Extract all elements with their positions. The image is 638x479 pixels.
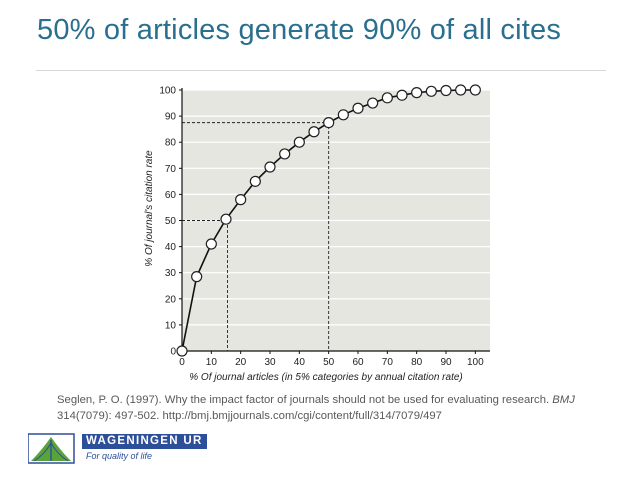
y-tick-label-70: 70: [165, 164, 177, 175]
y-axis-label: % Of journal's citation rate: [144, 150, 155, 267]
data-point-70: [381, 92, 393, 104]
citation-curve-chart: 0 10 20 30 40 50 60 70 80 90 100 0 10 20 30 40 50 60 70 80 9…: [144, 84, 490, 383]
y-tick-label-80: 80: [165, 138, 177, 149]
data-point-65: [367, 97, 379, 109]
x-tick-label-20: 20: [235, 357, 247, 368]
citation-journal: BMJ: [552, 394, 575, 406]
x-tick-label-0: 0: [179, 357, 185, 368]
x-tick-label-70: 70: [382, 357, 394, 368]
wageningen-logo: WAGENINGEN UR For quality of life: [28, 430, 207, 466]
y-tick-label-90: 90: [165, 112, 177, 123]
data-point-60: [352, 102, 364, 114]
data-point-5: [191, 271, 203, 283]
data-point-100: [469, 84, 481, 96]
logo-tagline: For quality of life: [86, 451, 153, 461]
data-point-25: [249, 175, 261, 187]
data-point-20: [235, 194, 247, 206]
y-tick-label-60: 60: [165, 190, 177, 201]
x-tick-label-100: 100: [467, 357, 484, 368]
data-point-95: [455, 84, 467, 96]
x-tick-label-50: 50: [323, 357, 335, 368]
y-tick-label-30: 30: [165, 268, 177, 279]
y-tick-label-40: 40: [165, 242, 177, 253]
data-point-85: [425, 85, 437, 97]
data-point-40: [293, 136, 305, 148]
title-divider: [36, 70, 606, 71]
citation-authors-title: Seglen, P. O. (1997). Why the impact fac…: [57, 394, 553, 406]
x-tick-label-90: 90: [440, 357, 452, 368]
data-point-50: [323, 117, 335, 129]
y-tick-label-50: 50: [165, 216, 177, 227]
x-axis-label: % Of journal articles (in 5% categories …: [189, 372, 462, 383]
y-tick-label-10: 10: [165, 320, 177, 331]
data-point-35: [279, 148, 291, 160]
data-point-55: [337, 109, 349, 121]
data-point-80: [411, 87, 423, 99]
x-tick-label-80: 80: [411, 357, 423, 368]
x-tick-label-10: 10: [206, 357, 218, 368]
wageningen-tulip-icon: [28, 433, 75, 464]
y-tick-label-100: 100: [159, 86, 176, 97]
data-point-15: [220, 213, 232, 225]
data-point-90: [440, 84, 452, 97]
x-tick-label-30: 30: [264, 357, 276, 368]
x-tick-label-60: 60: [352, 357, 364, 368]
y-tick-label-0: 0: [170, 347, 176, 358]
y-tick-label-20: 20: [165, 294, 177, 305]
logo-wordmark: WAGENINGEN UR: [82, 434, 207, 449]
citation-text: Seglen, P. O. (1997). Why the impact fac…: [57, 392, 607, 424]
data-point-30: [264, 161, 276, 173]
data-point-75: [396, 89, 408, 101]
data-point-10: [205, 238, 217, 250]
data-point-45: [308, 126, 320, 138]
logo-wordmark-suffix: UR: [183, 435, 203, 447]
citation-reference: 314(7079): 497-502. http://bmj.bmjjourna…: [57, 410, 442, 422]
logo-wordmark-text: WAGENINGEN: [86, 435, 179, 447]
slide-title: 50% of articles generate 90% of all cite…: [37, 14, 562, 46]
data-point-0: [176, 345, 188, 357]
x-tick-label-40: 40: [294, 357, 306, 368]
